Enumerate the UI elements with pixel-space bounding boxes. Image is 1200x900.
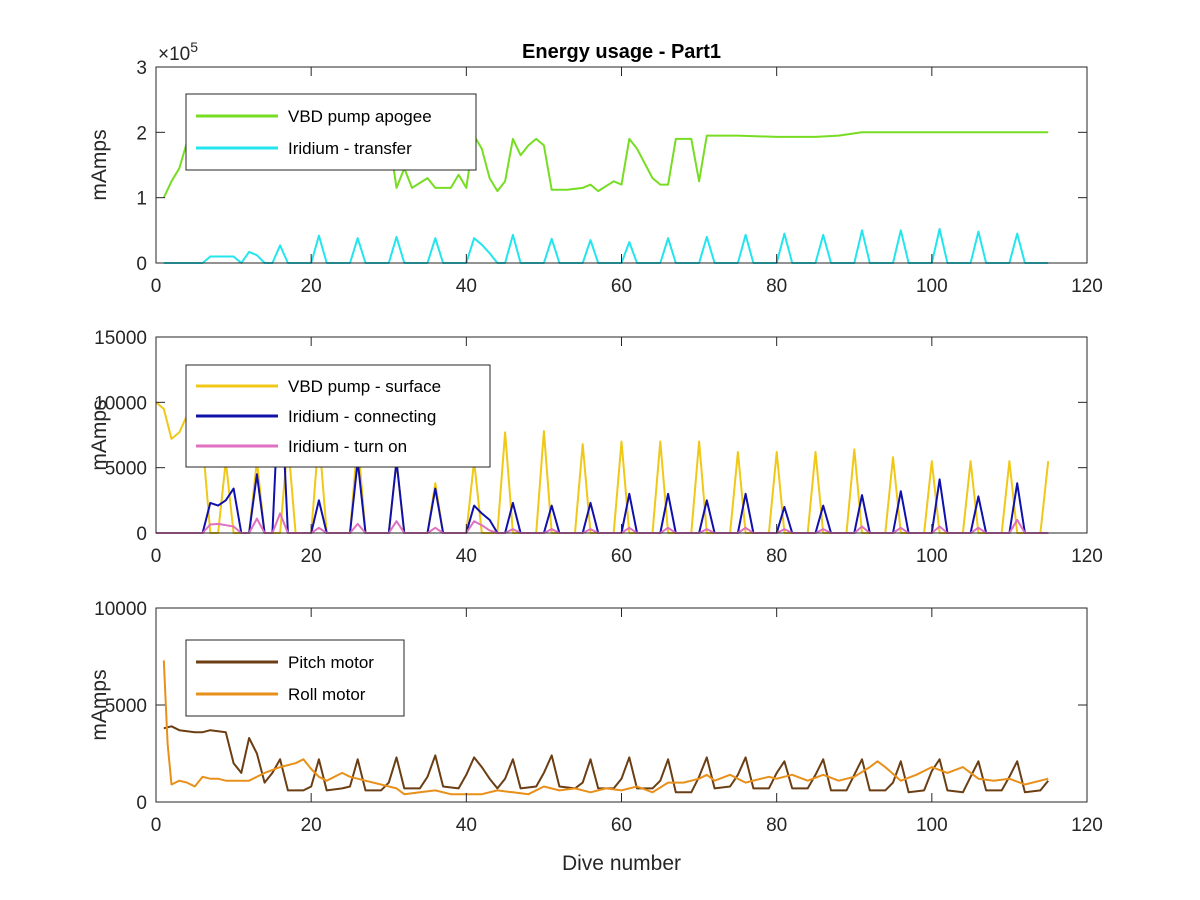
series-line-2 (162, 660, 1049, 796)
legend-box (185, 93, 477, 171)
y-axis-label: mAmps (88, 399, 111, 470)
x-tick-label: 80 (766, 815, 787, 836)
x-tick-label: 20 (301, 815, 322, 836)
legend-label: VBD pump - surface (288, 377, 441, 396)
y-axis-label: mAmps (88, 669, 111, 740)
legend-label: Iridium - connecting (288, 407, 436, 426)
legend-label: Iridium - transfer (288, 139, 412, 158)
y-tick-label: 5000 (105, 459, 147, 480)
x-tick-label: 40 (456, 815, 477, 836)
x-tick-label: 20 (301, 276, 322, 297)
x-tick-label: 120 (1071, 276, 1103, 297)
y-tick-label: 0 (136, 254, 147, 275)
subplot-1: 0 20 40 60 80 100 120 0 1 2 3 ×105 Energy usage - Pa… (88, 39, 1103, 297)
y-tick-label: 5000 (105, 696, 147, 717)
y-tick-label: 3 (136, 58, 147, 79)
x-tick-label: 60 (611, 276, 632, 297)
x-tick-label: 0 (151, 276, 162, 297)
x-tick-label: 120 (1071, 546, 1103, 567)
x-tick-label: 0 (151, 546, 162, 567)
legend-label: VBD pump apogee (288, 107, 432, 126)
y-tick-label: 15000 (94, 328, 147, 349)
y-tick-label: 1 (136, 189, 147, 210)
y-tick-label: 0 (136, 793, 147, 814)
x-tick-label: 40 (456, 546, 477, 567)
subplot-3: 0 20 40 60 80 100 120 0 5000 10000 mAmps Dive numbe… (88, 599, 1103, 875)
x-tick-label: 60 (611, 546, 632, 567)
legend: Pitch motor Roll motor (185, 639, 405, 717)
x-tick-label: 100 (916, 546, 948, 567)
x-tick-label: 100 (916, 815, 948, 836)
y-tick-label: 0 (136, 524, 147, 545)
x-tick-label: 40 (456, 276, 477, 297)
legend: VBD pump - surface Iridium - connecting Ir… (185, 364, 491, 468)
legend: VBD pump apogee Iridium - transfer (185, 93, 477, 171)
x-tick-label: 0 (151, 815, 162, 836)
x-tick-label: 80 (766, 276, 787, 297)
series-group (162, 660, 1049, 796)
y-exponent-label: ×105 (158, 39, 198, 65)
x-tick-label: 80 (766, 546, 787, 567)
legend-box (185, 639, 405, 717)
x-tick-label: 20 (301, 546, 322, 567)
y-axis-label: mAmps (88, 129, 111, 200)
legend-label: Iridium - turn on (288, 437, 407, 456)
y-tick-label: 2 (136, 123, 147, 144)
legend-label: Roll motor (288, 685, 366, 704)
x-axis-label: Dive number (562, 852, 681, 875)
x-tick-label: 100 (916, 276, 948, 297)
y-tick-label: 10000 (94, 599, 147, 620)
series-line-1 (162, 128, 1049, 199)
x-tick-label: 60 (611, 815, 632, 836)
subplot-2: 0 20 40 60 80 100 120 0 5000 10000 15000 mAmps VBD p… (88, 328, 1103, 567)
legend-label: Pitch motor (288, 653, 374, 672)
chart-title: Energy usage - Part1 (522, 41, 721, 63)
y-tick-label: 10000 (94, 393, 147, 414)
x-tick-label: 120 (1071, 815, 1103, 836)
